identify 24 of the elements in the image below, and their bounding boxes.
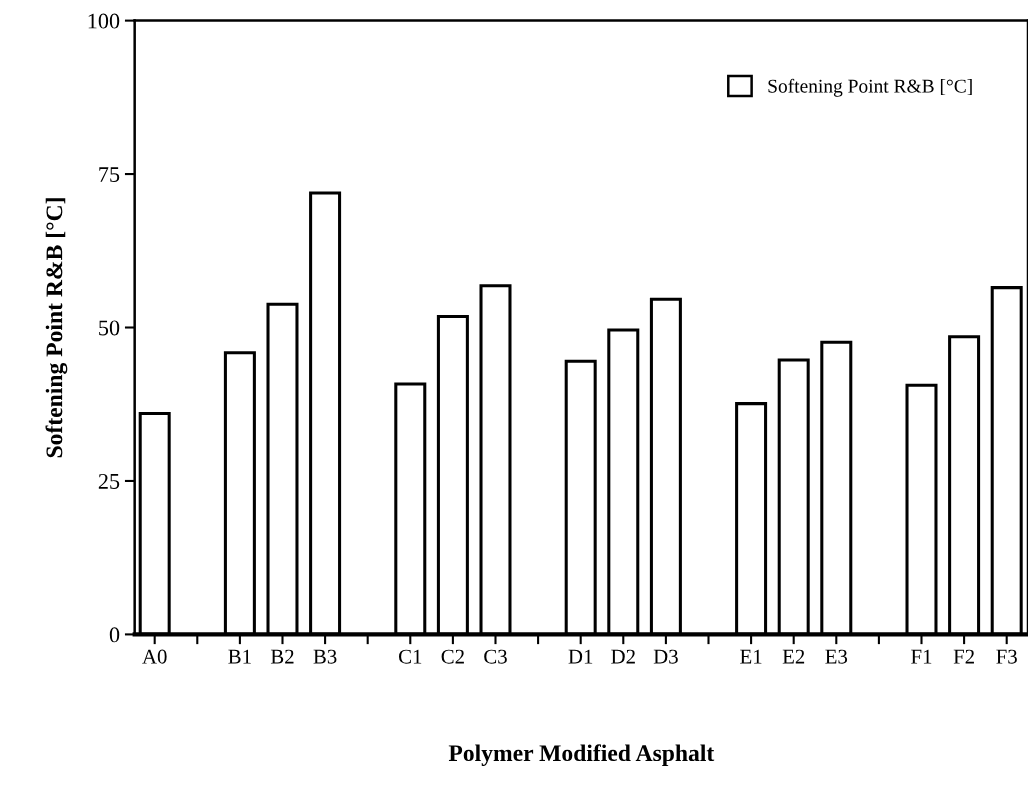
x-tick-label: D1 <box>568 649 593 664</box>
x-tick-label: F1 <box>911 649 932 664</box>
y-tick-label: 100 <box>88 13 120 29</box>
x-tick-label: B3 <box>313 649 337 664</box>
y-tick-label: 50 <box>99 320 120 336</box>
x-tick-label: C2 <box>441 649 464 664</box>
x-tick-label: B2 <box>270 649 294 664</box>
y-tick-label: 0 <box>109 627 120 643</box>
x-tick-label: D2 <box>611 649 635 664</box>
y-tick-label: 75 <box>99 167 120 182</box>
x-tick-label: E2 <box>782 649 805 664</box>
x-tick-label: C1 <box>398 649 422 664</box>
x-tick-label: C3 <box>484 649 507 664</box>
x-tick-label: D3 <box>653 649 678 664</box>
x-tick-label: E1 <box>740 649 762 664</box>
x-tick-label: E3 <box>825 649 848 664</box>
x-tick-label: F2 <box>953 649 974 664</box>
x-tick-label: A0 <box>142 649 167 664</box>
x-axis-title: Polymer Modified Asphalt <box>448 744 715 766</box>
y-axis-title: Softening Point R&B [°C] <box>45 198 68 458</box>
x-tick-label: F3 <box>996 649 1017 664</box>
legend-label: Softening Point R&B [°C] <box>768 78 972 97</box>
y-tick-label: 25 <box>98 473 120 489</box>
x-tick-label: B1 <box>228 649 251 664</box>
